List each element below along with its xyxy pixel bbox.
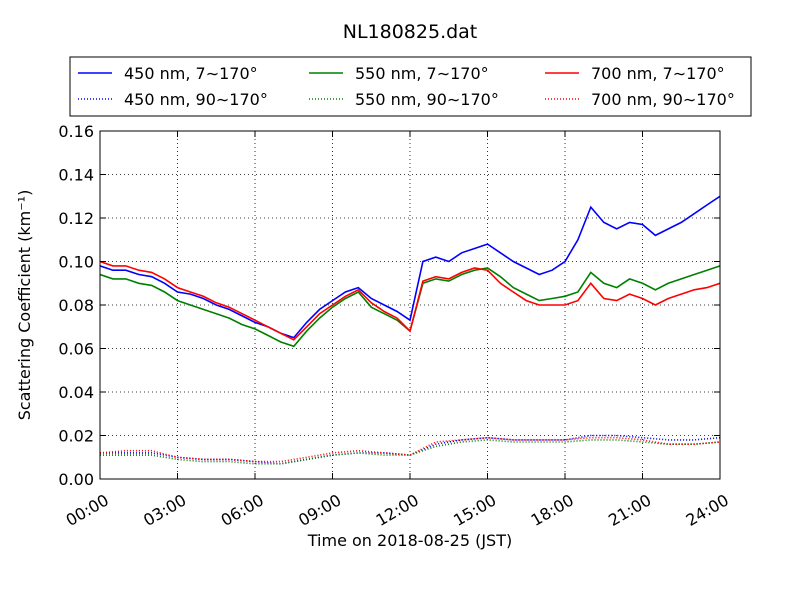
y-axis-label: Scattering Coefficient (km⁻¹) — [15, 190, 34, 421]
legend: 450 nm, 7∼170° 550 nm, 7∼170° 700 nm, 7∼17… — [69, 56, 752, 117]
x-axis-label: Time on 2018-08-25 (JST) — [307, 531, 512, 550]
y-tick-label: 0.08 — [58, 296, 94, 315]
legend-label: 550 nm, 7∼170° — [355, 64, 489, 83]
legend-label: 700 nm, 7∼170° — [591, 64, 725, 83]
y-tick-label: 0.06 — [58, 340, 94, 359]
grid — [100, 131, 720, 479]
axis-ticks — [99, 130, 721, 480]
legend-label: 700 nm, 90∼170° — [591, 90, 735, 109]
chart-title: NL180825.dat — [343, 21, 478, 43]
y-tick-label: 0.02 — [58, 427, 94, 446]
series-line-5 — [100, 436, 720, 463]
series-layer — [100, 195, 720, 465]
y-tick-label: 0.16 — [58, 122, 94, 141]
y-tick-labels: 0.00 0.02 0.04 0.06 0.08 0.10 0.12 0.14 0.16 — [58, 122, 94, 489]
legend-label: 450 nm, 7∼170° — [124, 64, 258, 83]
y-tick-label: 0.10 — [58, 253, 94, 272]
legend-label: 550 nm, 90∼170° — [355, 90, 499, 109]
series-line-2 — [100, 260, 720, 341]
y-tick-label: 0.04 — [58, 383, 94, 402]
legend-label: 450 nm, 90∼170° — [124, 90, 268, 109]
y-tick-label: 0.00 — [58, 470, 94, 489]
y-tick-label: 0.12 — [58, 209, 94, 228]
legend-box — [69, 56, 752, 117]
series-line-0 — [100, 195, 720, 339]
y-tick-label: 0.14 — [58, 166, 94, 185]
